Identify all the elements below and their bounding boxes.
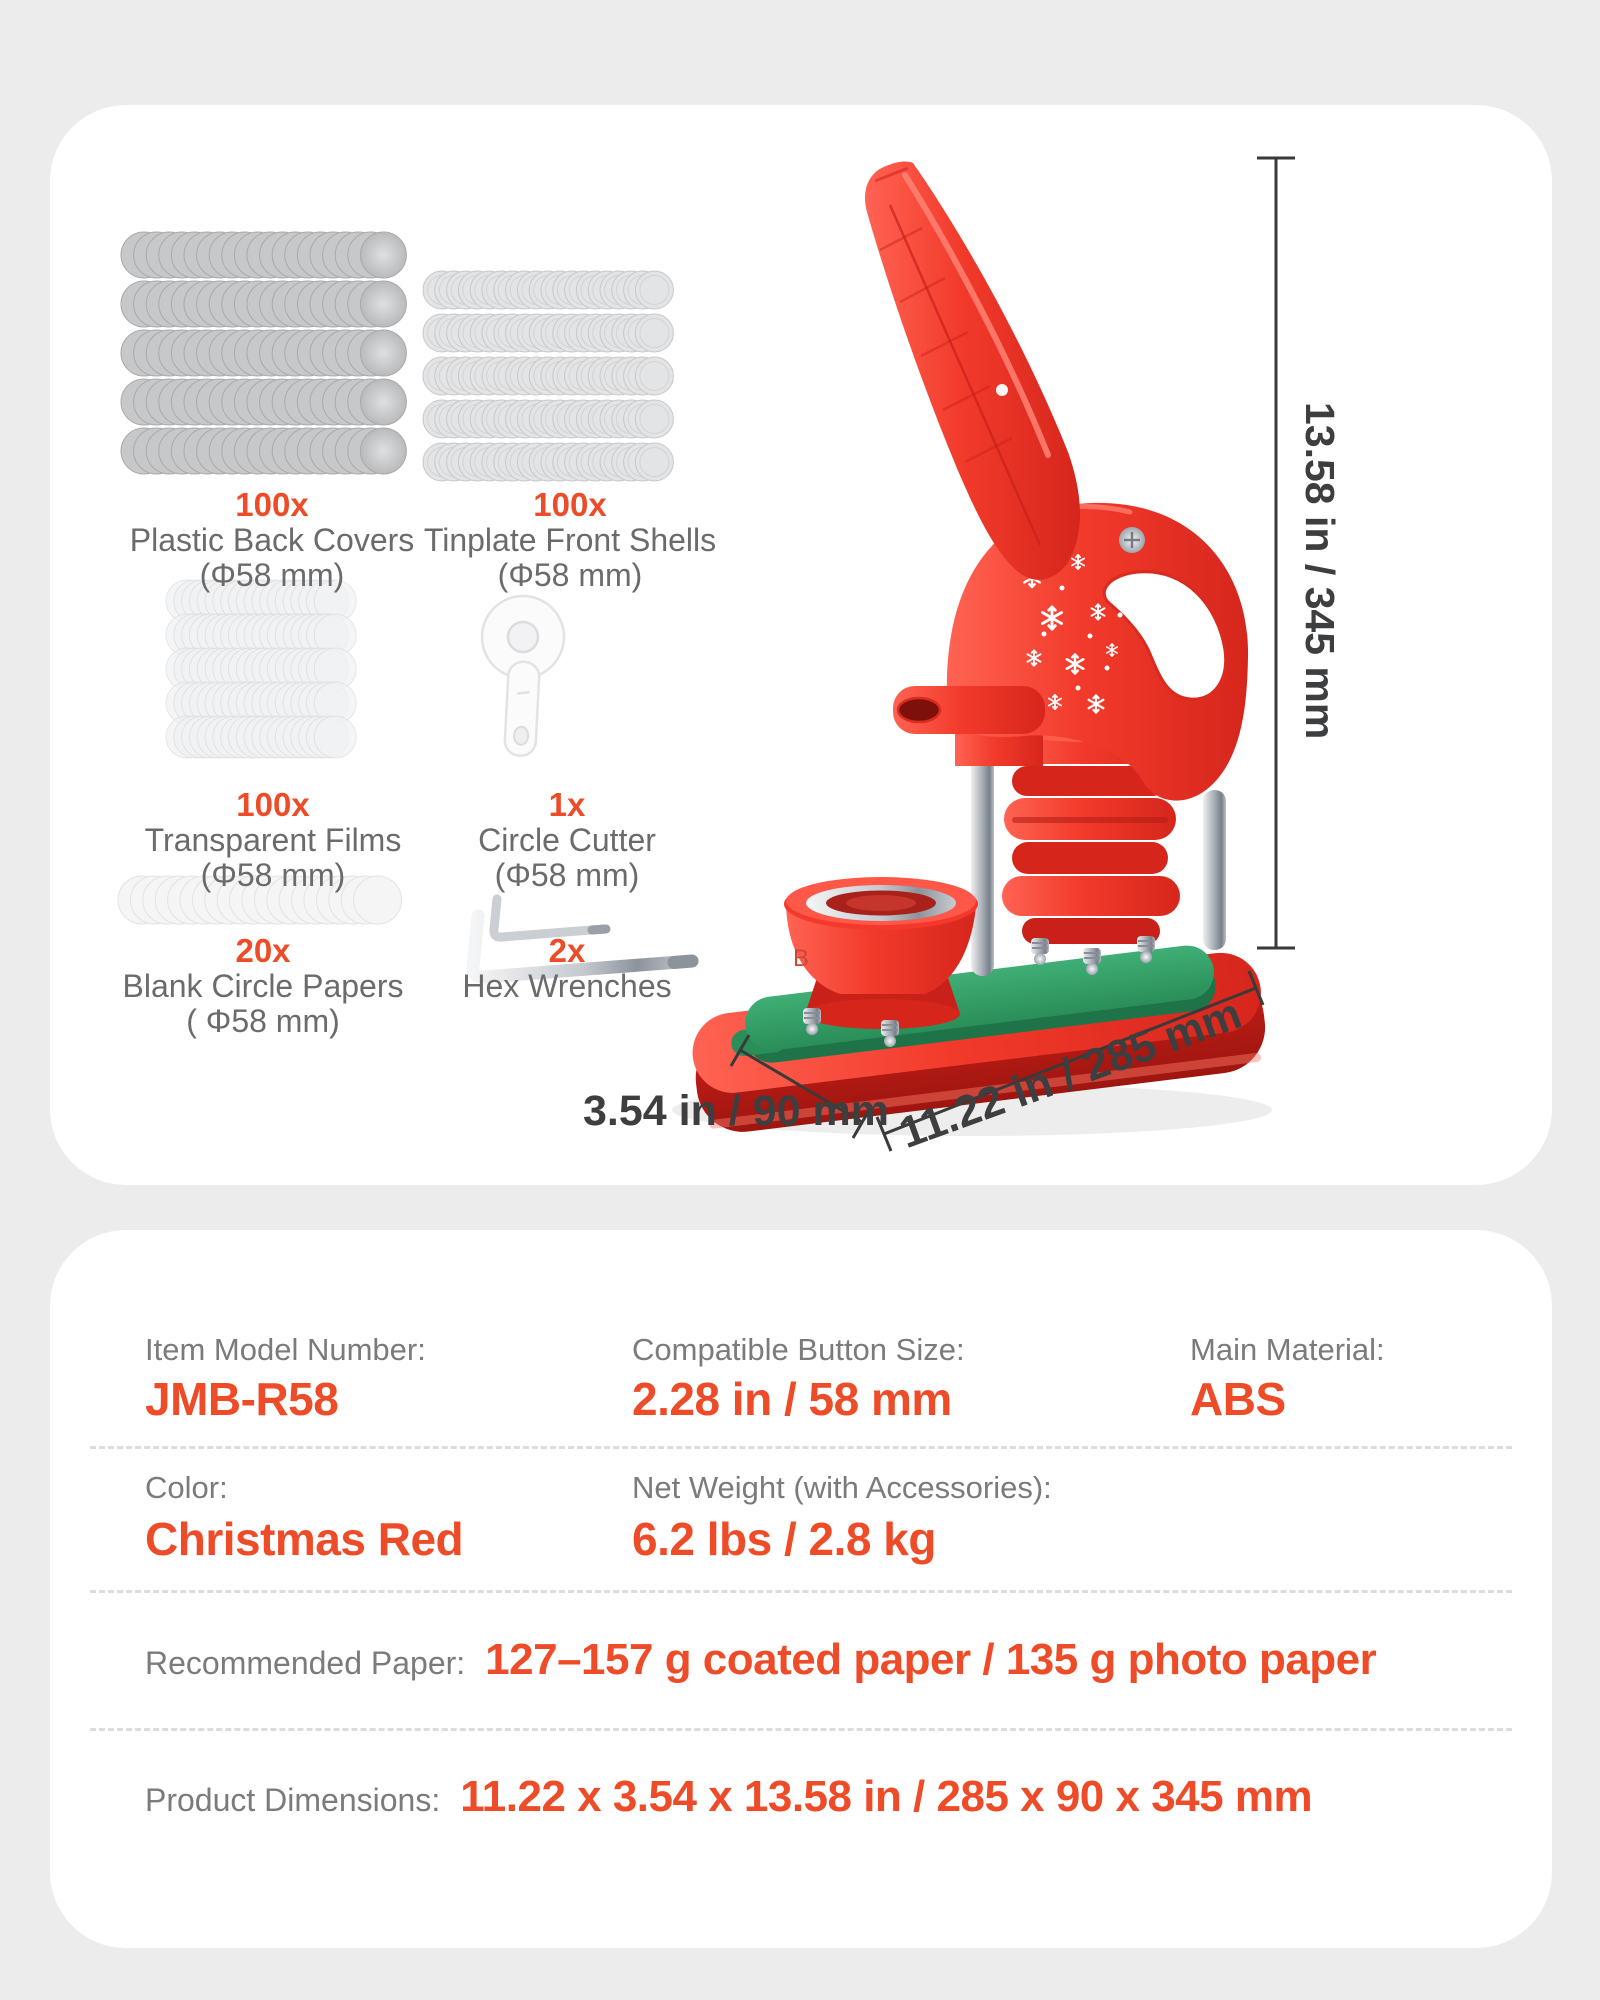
accessory-name: Tinplate Front Shells <box>423 522 717 558</box>
grip-hole <box>1102 570 1228 701</box>
spec-label-material: Main Material: <box>1190 1332 1385 1367</box>
height-dimension-label: 13.58 in / 345 mm <box>1297 402 1343 740</box>
accessory-size: (Φ58 mm) <box>494 857 640 893</box>
pivot-washer <box>1031 523 1065 557</box>
accessory-name: Hex Wrenches <box>462 968 672 1004</box>
right-guide-rod <box>1203 790 1226 950</box>
press-handle <box>865 161 1081 580</box>
accessory-size: (Φ58 mm) <box>497 557 643 593</box>
accessory-qty: 1x <box>548 786 586 823</box>
divider <box>90 1446 1512 1449</box>
accessory-label-hex-wrenches: 2x Hex Wrenches <box>377 932 757 1004</box>
snowflake-decorations <box>1023 554 1123 714</box>
spec-value-material: ABS <box>1190 1373 1286 1425</box>
accessory-size: ( Φ58 mm) <box>186 1003 340 1039</box>
spec-label-product-dimensions: Product Dimensions: <box>145 1782 441 1818</box>
accessory-label-blank-circle-papers: 20x Blank Circle Papers ( Φ58 mm) <box>73 932 453 1039</box>
spec-value-color: Christmas Red <box>145 1513 464 1565</box>
accessory-label-circle-cutter: 1x Circle Cutter (Φ58 mm) <box>377 786 757 893</box>
plastic-back-covers-stack <box>120 231 407 475</box>
specifications-card: Item Model Number: JMB-R58 Compatible Bu… <box>50 1230 1552 1948</box>
spec-row-paper: Recommended Paper: 127–157 g coated pape… <box>145 1635 1377 1685</box>
accessory-qty: 2x <box>548 932 586 969</box>
transparent-films-stack <box>165 579 357 759</box>
machine-head <box>946 502 1249 801</box>
accessory-label-plastic-back-covers: 100x Plastic Back Covers (Φ58 mm) <box>82 486 462 593</box>
lower-die-bowl: B <box>784 877 978 1048</box>
accessory-name: Blank Circle Papers <box>122 968 404 1004</box>
spec-label-weight: Net Weight (with Accessories): <box>632 1470 1052 1505</box>
spec-value-button-size: 2.28 in / 58 mm <box>632 1373 952 1425</box>
svg-text:B: B <box>793 945 809 972</box>
spec-row-product-dimensions: Product Dimensions: 11.22 x 3.54 x 13.58… <box>145 1772 1313 1822</box>
machine-neck <box>955 686 1043 766</box>
divider <box>90 1590 1512 1593</box>
spec-value-weight: 6.2 lbs / 2.8 kg <box>632 1513 936 1565</box>
divider <box>90 1728 1512 1731</box>
accessory-name: Transparent Films <box>144 822 402 858</box>
accessory-size: (Φ58 mm) <box>199 557 345 593</box>
accessory-qty: 100x <box>236 786 310 823</box>
circle-cutter-icon <box>480 594 566 757</box>
accessory-qty: 100x <box>235 486 309 523</box>
accessory-label-transparent-films: 100x Transparent Films (Φ58 mm) <box>83 786 463 893</box>
pivot-screw <box>1119 527 1145 553</box>
accessory-name: Circle Cutter <box>478 822 656 858</box>
left-guide-rod <box>971 752 994 976</box>
accessory-label-tinplate-front-shells: 100x Tinplate Front Shells (Φ58 mm) <box>380 486 760 593</box>
upper-die-stack <box>1000 716 1180 976</box>
spec-label-paper: Recommended Paper: <box>145 1645 466 1681</box>
feed-spout <box>893 686 1045 734</box>
depth-dimension-label: 3.54 in / 90 mm <box>583 1087 889 1135</box>
handle-dot <box>996 384 1008 396</box>
accessory-qty: 100x <box>533 486 607 523</box>
spec-value-product-dimensions: 11.22 x 3.54 x 13.58 in / 285 x 90 x 345… <box>460 1772 1313 1821</box>
spec-label-button-size: Compatible Button Size: <box>632 1332 965 1367</box>
spec-label-color: Color: <box>145 1470 228 1505</box>
accessory-name: Plastic Back Covers <box>129 522 415 558</box>
spec-label-model: Item Model Number: <box>145 1332 426 1367</box>
spec-value-model: JMB-R58 <box>145 1373 339 1425</box>
accessory-size: (Φ58 mm) <box>200 857 346 893</box>
spec-value-paper: 127–157 g coated paper / 135 g photo pap… <box>485 1635 1377 1684</box>
accessory-qty: 20x <box>235 932 291 969</box>
tinplate-front-shells-stack <box>422 270 674 482</box>
